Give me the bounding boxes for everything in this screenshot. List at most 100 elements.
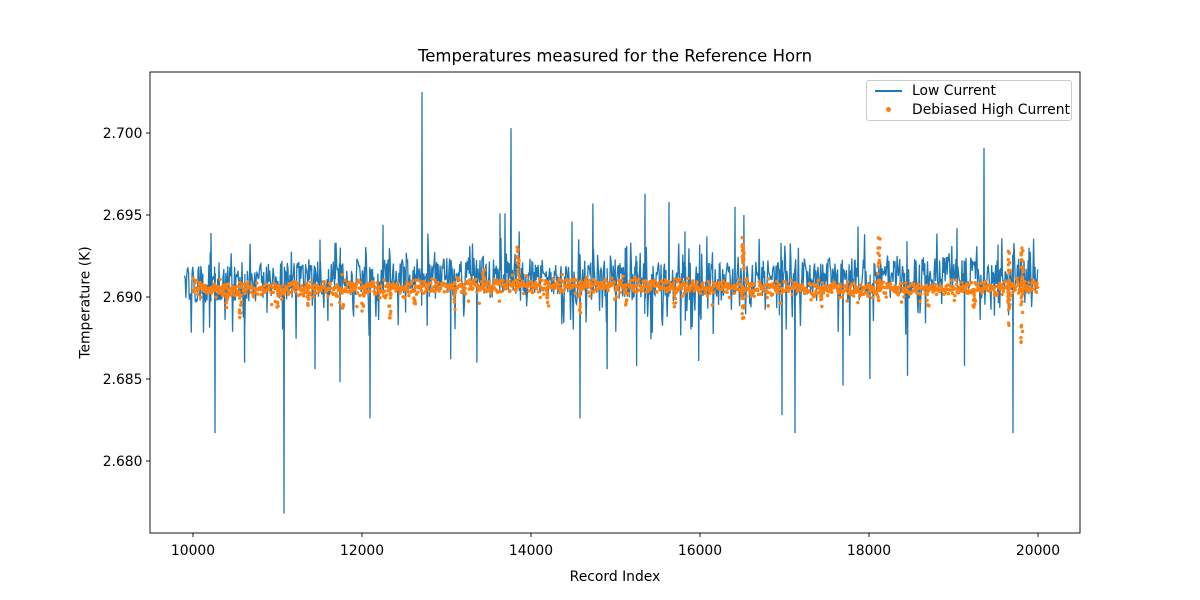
scatter-point: [956, 291, 961, 295]
scatter-point: [516, 267, 520, 272]
scatter-point: [661, 281, 665, 285]
scatter-point: [433, 278, 437, 282]
scatter-point: [844, 287, 849, 291]
scatter-point: [514, 288, 518, 293]
scatter-point: [244, 288, 248, 292]
scatter-point: [387, 304, 391, 308]
scatter-point: [192, 290, 196, 294]
scatter-point: [538, 295, 542, 300]
scatter-point: [740, 296, 745, 301]
scatter-point: [778, 301, 783, 305]
scatter-point: [1025, 284, 1030, 288]
scatter-point: [766, 282, 770, 287]
scatter-point: [671, 283, 675, 288]
scatter-point: [340, 273, 344, 277]
scatter-point: [413, 287, 417, 291]
scatter-point: [510, 273, 515, 277]
scatter-point: [778, 283, 782, 287]
scatter-point: [545, 296, 550, 300]
scatter-point: [672, 301, 676, 305]
scatter-point: [577, 308, 582, 312]
scatter-point: [837, 290, 841, 294]
scatter-point: [876, 295, 880, 299]
scatter-point: [551, 277, 555, 281]
scatter-point: [542, 292, 546, 296]
scatter-point: [540, 278, 544, 282]
scatter-point: [1031, 287, 1036, 291]
scatter-point: [765, 295, 769, 300]
scatter-point: [360, 309, 364, 313]
scatter-point: [878, 246, 882, 250]
scatter-point: [689, 286, 693, 290]
scatter-point: [307, 296, 311, 300]
scatter-point: [218, 277, 222, 281]
scatter-point: [1006, 289, 1011, 293]
scatter-point: [1021, 265, 1025, 269]
scatter-point: [786, 289, 791, 293]
scatter-point: [676, 280, 680, 284]
scatter-point: [578, 293, 582, 297]
scatter-point: [1007, 284, 1011, 288]
scatter-point: [916, 282, 920, 286]
scatter-point: [967, 283, 971, 287]
scatter-point: [199, 295, 203, 299]
scatter-point: [371, 280, 375, 284]
scatter-point: [884, 291, 888, 295]
scatter-point: [1011, 290, 1015, 294]
scatter-point: [323, 284, 327, 289]
scatter-point: [341, 304, 345, 308]
scatter-point: [384, 293, 389, 297]
scatter-point: [226, 294, 230, 298]
scatter-point: [663, 278, 668, 282]
scatter-point: [239, 311, 243, 315]
scatter-point: [632, 289, 636, 293]
scatter-point: [926, 289, 930, 294]
scatter-point: [939, 284, 943, 288]
scatter-point: [620, 278, 624, 283]
scatter-point: [732, 291, 736, 296]
scatter-point: [876, 272, 880, 276]
scatter-point: [771, 292, 775, 297]
scatter-point: [301, 294, 306, 298]
scatter-point: [360, 301, 364, 305]
scatter-point: [482, 285, 486, 289]
scatter-point: [429, 281, 433, 285]
scatter-point: [752, 294, 756, 298]
scatter-point: [326, 294, 330, 299]
scatter-point: [546, 291, 550, 295]
scatter-point: [433, 288, 438, 293]
scatter-point: [740, 312, 744, 316]
scatter-point: [846, 280, 850, 284]
scatter-point: [382, 278, 386, 282]
scatter-point: [288, 290, 293, 294]
scatter-point: [466, 299, 471, 303]
scatter-point: [773, 284, 777, 288]
chart-title: Temperatures measured for the Reference …: [417, 47, 812, 66]
scatter-point: [835, 284, 839, 288]
scatter-point: [751, 290, 755, 295]
scatter-point: [1019, 323, 1024, 328]
scatter-point: [623, 289, 627, 293]
scatter-point: [914, 286, 918, 290]
scatter-point: [698, 291, 703, 296]
scatter-point: [255, 292, 260, 296]
scatter-point: [436, 280, 440, 285]
scatter-point: [533, 280, 538, 284]
scatter-point: [725, 290, 729, 294]
scatter-point: [684, 289, 688, 293]
scatter-point: [866, 282, 870, 286]
scatter-point: [859, 283, 863, 287]
scatter-point: [193, 281, 197, 286]
scatter-point: [358, 280, 363, 285]
scatter-point: [604, 279, 608, 283]
scatter-point: [307, 292, 311, 297]
scatter-point: [407, 293, 411, 298]
scatter-point: [312, 295, 316, 299]
scatter-point: [995, 291, 1000, 295]
scatter-point: [530, 290, 535, 295]
scatter-point: [573, 291, 577, 296]
scatter-point: [588, 294, 592, 298]
scatter-point: [779, 291, 783, 295]
scatter-point: [816, 278, 820, 283]
